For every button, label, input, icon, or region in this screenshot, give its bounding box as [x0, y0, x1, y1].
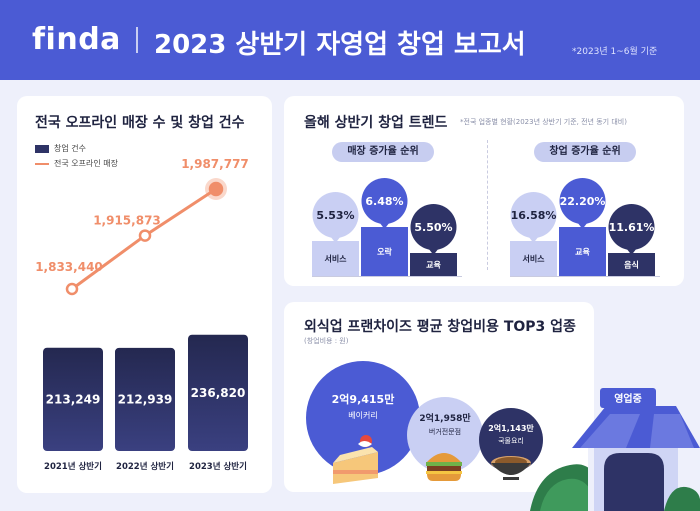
header: finda 2023 상반기 자영업 창업 보고서 *2023년 1~6월 기준	[0, 0, 700, 80]
startup-count-label: 212,939	[118, 392, 173, 406]
header-divider	[136, 27, 138, 53]
franchise-note: (창업비용 : 원)	[304, 337, 349, 345]
store-count-point	[208, 181, 224, 197]
growth-rank-chart: 서비스 5.53% 오락 6.48% 교육 5.50% 서비스 16.58% 교육 22.20% 음…	[312, 178, 655, 276]
growth-category-label: 음식	[624, 260, 639, 270]
trend-card: 올해 상반기 창업 트렌드 *전국 업종별 현황(2023년 상반기 기준, 전…	[284, 96, 684, 286]
store-count-chart: 213,249 2021년 상반기 212,939 2022년 상반기 236,820 2…	[35, 157, 249, 472]
startup-count-label: 213,249	[46, 392, 101, 406]
growth-bubble	[559, 178, 606, 224]
growth-value-label: 5.50%	[414, 221, 452, 234]
legend-bar: 창업 건수	[35, 143, 86, 154]
growth-bubble-tail	[377, 220, 392, 229]
store-count-point	[65, 282, 79, 296]
store-count-point	[138, 229, 152, 242]
legend-line-label: 전국 오프라인 매장	[54, 159, 118, 168]
legend-line: 전국 오프라인 매장	[35, 158, 118, 169]
growth-bubble-tail	[624, 246, 639, 255]
growth-value-label: 11.61%	[609, 221, 655, 234]
growth-bubble	[312, 192, 359, 238]
growth-category-label: 교육	[575, 247, 590, 257]
growth-value-label: 16.58%	[511, 209, 557, 222]
growth-bar	[361, 227, 408, 276]
growth-bubble	[608, 204, 655, 250]
category-label: 2023년 상반기	[189, 461, 247, 472]
growth-bar	[559, 227, 606, 276]
right-baseline	[510, 276, 660, 277]
growth-category-label: 서비스	[522, 254, 545, 264]
legend-line-swatch	[35, 162, 49, 165]
growth-bubble	[410, 204, 457, 250]
store-count-label: 1,915,873	[93, 214, 161, 228]
growth-bubble-tail	[426, 246, 441, 255]
growth-bubble-tail	[575, 220, 590, 229]
growth-category-label: 서비스	[324, 254, 347, 264]
finda-logo[interactable]: finda	[32, 22, 121, 57]
store-growth-pill: 매장 증가율 순위	[332, 142, 434, 162]
store-count-label: 1,833,440	[35, 260, 103, 274]
trend-title: 올해 상반기 창업 트렌드	[304, 115, 448, 131]
franchise-card: 외식업 프랜차이즈 평균 창업비용 TOP3 업종 (창업비용 : 원)	[284, 302, 594, 492]
startup-growth-pill: 창업 증가율 순위	[534, 142, 636, 162]
growth-bar	[608, 253, 655, 276]
store-count-title: 전국 오프라인 매장 수 및 창업 건수	[35, 115, 245, 131]
startup-count-bar	[115, 347, 175, 451]
startup-count-bar	[43, 347, 103, 451]
startup-count-bar	[188, 334, 248, 451]
growth-bubble-tail	[328, 234, 343, 243]
growth-bar	[510, 241, 557, 276]
growth-category-label: 오락	[377, 247, 392, 257]
growth-value-label: 5.53%	[316, 209, 354, 222]
group-divider	[487, 140, 488, 270]
growth-value-label: 6.48%	[365, 195, 403, 208]
growth-bar	[410, 253, 457, 276]
legend-bar-label: 창업 건수	[54, 144, 86, 153]
period-note: *2023년 1~6월 기준	[572, 47, 658, 57]
page-title: 2023 상반기 자영업 창업 보고서	[154, 30, 526, 60]
trend-note: *전국 업종별 현황(2023년 상반기 기준, 전년 동기 대비)	[460, 118, 627, 126]
growth-bubble-tail	[526, 234, 541, 243]
left-baseline	[312, 276, 462, 277]
growth-value-label: 22.20%	[560, 195, 606, 208]
store-count-label: 1,987,777	[181, 157, 249, 171]
growth-category-label: 교육	[426, 260, 441, 270]
growth-bubble	[361, 178, 408, 224]
store-count-card: 전국 오프라인 매장 수 및 창업 건수 창업 건수 전국 오프라인 매장 21…	[17, 96, 272, 493]
legend-bar-swatch	[35, 144, 49, 153]
category-label: 2022년 상반기	[116, 461, 174, 472]
growth-bar	[312, 241, 359, 276]
franchise-title: 외식업 프랜차이즈 평균 창업비용 TOP3 업종	[304, 319, 576, 335]
growth-bubble	[510, 192, 557, 238]
category-label: 2021년 상반기	[44, 461, 102, 472]
startup-count-label: 236,820	[191, 386, 246, 400]
